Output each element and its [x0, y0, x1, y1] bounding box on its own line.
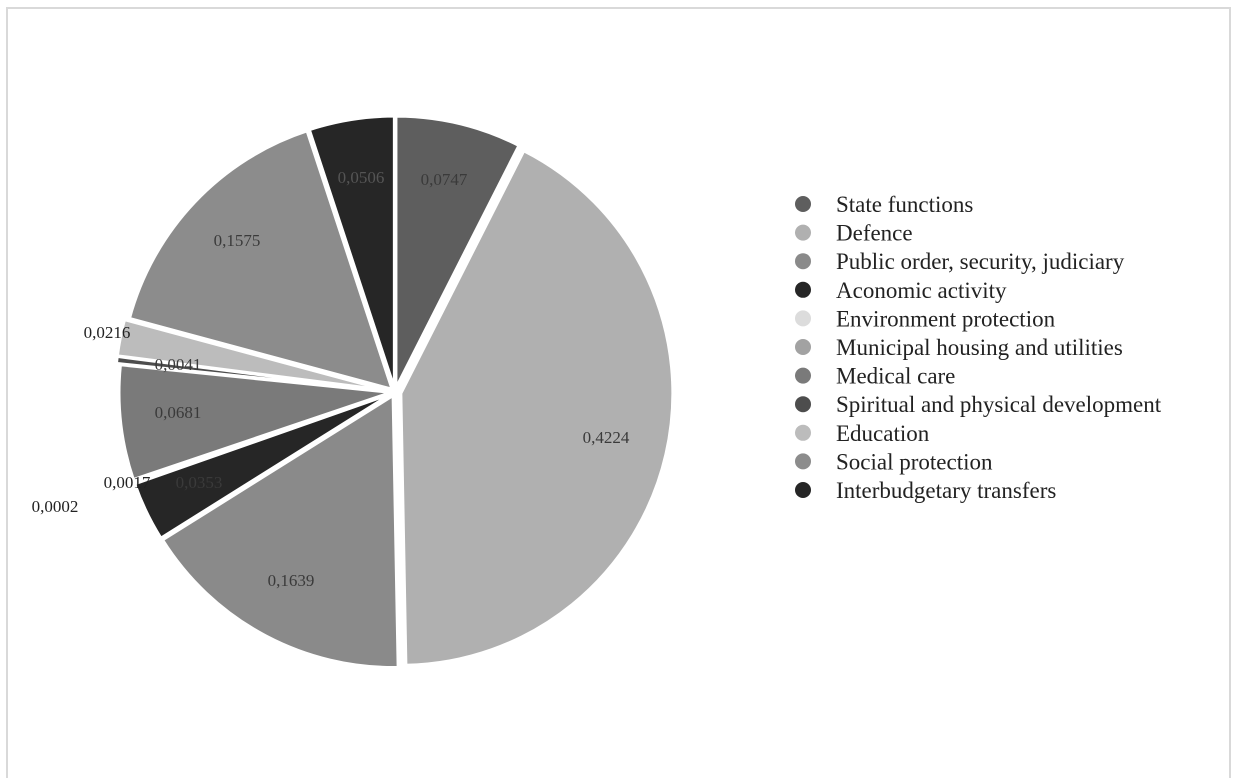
pie-slice [307, 114, 396, 389]
data-labels: 0,0747 0,4224 0,1639 0,0353 0,0002 0,0017 0,06… [32, 168, 630, 590]
data-label: 0,0506 [338, 168, 385, 187]
data-label: 0,0747 [421, 170, 468, 189]
legend-label: Spiritual and physical development [836, 392, 1162, 417]
legend-marker [795, 396, 811, 413]
legend-label: Medical care [836, 364, 955, 389]
pie-slice [399, 148, 675, 667]
data-label: 0,0681 [155, 403, 202, 422]
legend-label: Social protection [836, 449, 993, 474]
legend-label: Interbudgetary transfers [836, 478, 1056, 503]
legend-marker [795, 482, 811, 498]
legend-label: Defence [836, 221, 913, 246]
legend-marker [795, 196, 811, 212]
pie-slice [160, 392, 400, 669]
legend-marker [795, 224, 811, 241]
legend-label: Education [836, 421, 930, 446]
legend-marker [795, 367, 811, 384]
pie-slice [127, 393, 388, 487]
pie-slice [127, 128, 395, 392]
data-label: 0,0041 [155, 355, 202, 374]
data-label: 0,4224 [583, 428, 630, 447]
data-label: 0,1639 [268, 571, 315, 590]
legend-label: Municipal housing and utilities [836, 335, 1123, 360]
pie-slice [117, 363, 392, 482]
legend-marker [795, 453, 811, 470]
legend-marker [795, 253, 811, 270]
pie-slice [115, 317, 388, 392]
data-label: 0,1575 [214, 231, 261, 250]
legend-marker [795, 424, 811, 441]
legend-label: Environment protection [836, 306, 1056, 331]
data-label: 0,0216 [84, 323, 131, 342]
data-label: 0,0353 [176, 473, 223, 492]
legend-label: Public order, security, judiciary [836, 249, 1125, 274]
data-label: 0,0002 [32, 497, 79, 516]
legend-label: State functions [836, 192, 973, 217]
legend-label: Aconomic activity [836, 278, 1007, 303]
legend-marker [795, 339, 811, 355]
legend: State functions Defence Public order, secu… [795, 192, 1162, 503]
legend-marker [795, 310, 811, 327]
data-label: 0,0017 [104, 473, 151, 492]
legend-marker [795, 281, 811, 298]
pie-slices [114, 114, 675, 669]
chart-frame [6, 7, 1231, 778]
pie-slice [394, 114, 521, 389]
